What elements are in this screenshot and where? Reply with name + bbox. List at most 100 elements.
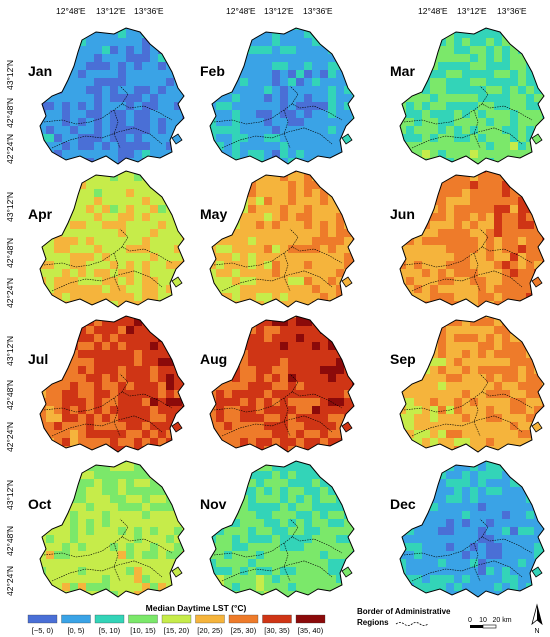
lon-label: 12°48'E	[226, 6, 256, 16]
administrative-border	[113, 109, 121, 149]
month-label: Feb	[200, 63, 225, 79]
lat-label: 42°48'N	[5, 380, 15, 410]
region-outline	[39, 460, 185, 598]
month-map-nov: Nov	[200, 460, 355, 598]
administrative-border	[479, 228, 489, 248]
administrative-border	[51, 270, 163, 292]
legend-class-label: [5, 10)	[99, 626, 121, 635]
administrative-border	[51, 127, 163, 149]
month-map-mar: Mar	[390, 27, 545, 165]
month-map-oct: Oct	[28, 460, 185, 598]
lon-label: 13°12'E	[96, 6, 126, 16]
region-outline	[399, 27, 545, 165]
lat-label: 42°24'N	[5, 134, 15, 164]
administrative-border	[283, 397, 291, 437]
enclave-shape	[341, 566, 353, 578]
month-label: Apr	[28, 206, 53, 222]
lst-grid	[40, 171, 184, 307]
legend-class-label: [35, 40)	[298, 626, 324, 635]
legend-swatch	[295, 614, 326, 624]
administrative-border	[113, 542, 121, 582]
border-legend: Border of Administrative Regions	[357, 607, 451, 627]
administrative-border	[289, 85, 299, 105]
administrative-border	[221, 270, 333, 292]
legend-swatch	[61, 614, 91, 624]
month-label: Jun	[390, 206, 415, 222]
month-label: Sep	[390, 351, 416, 367]
region-outline	[39, 170, 185, 308]
administrative-border	[113, 397, 121, 437]
lon-label: 12°48'E	[56, 6, 86, 16]
region-outline	[399, 315, 545, 453]
administrative-border	[51, 560, 163, 582]
administrative-border	[119, 85, 129, 105]
region-outline	[209, 460, 355, 598]
month-label: Aug	[200, 351, 227, 367]
administrative-border	[119, 518, 129, 538]
legend-swatch	[128, 614, 158, 624]
administrative-border	[289, 373, 299, 393]
region-outline	[399, 170, 545, 308]
region-outline	[209, 27, 355, 165]
month-map-jan: Jan	[28, 27, 185, 165]
legend-swatch	[228, 614, 259, 624]
scale-label-20: 20 km	[492, 617, 511, 624]
month-label: May	[200, 206, 227, 222]
scale-bar: 0 10 20 km	[468, 617, 512, 629]
month-map-jun: Jun	[390, 170, 545, 308]
enclave-shape	[531, 566, 543, 578]
legend-swatch	[27, 614, 58, 624]
administrative-border	[51, 415, 163, 437]
month-map-may: May	[200, 170, 355, 308]
region-outline	[39, 315, 185, 453]
administrative-border	[113, 252, 121, 292]
lat-label: 42°24'N	[5, 422, 15, 452]
administrative-border	[473, 397, 481, 437]
enclave-shape	[531, 276, 543, 288]
month-map-apr: Apr	[28, 170, 185, 308]
administrative-border	[411, 415, 523, 437]
administrative-border	[221, 127, 333, 149]
north-arrow-icon: N	[531, 603, 543, 635]
scale-label-10: 10	[479, 617, 487, 624]
legend-class-label: [0, 5)	[67, 626, 85, 635]
enclave-shape	[531, 421, 543, 433]
border-legend-label-line2: Regions	[357, 618, 389, 627]
month-label: Nov	[200, 496, 227, 512]
month-label: Oct	[28, 496, 52, 512]
scale-label-0: 0	[468, 617, 472, 624]
legend-title: Median Daytime LST (°C)	[146, 603, 247, 613]
north-label: N	[534, 628, 539, 635]
lon-label: 13°12'E	[264, 6, 294, 16]
legend-classes: [−5, 0) [0, 5) [5, 10) [10, 15) [15, 20) [20,…	[27, 614, 326, 635]
administrative-border	[479, 85, 489, 105]
scale-segment	[470, 625, 483, 628]
scale-segment	[482, 624, 497, 629]
administrative-border	[411, 560, 523, 582]
lat-label: 42°48'N	[5, 98, 15, 128]
legend-swatch	[161, 614, 192, 624]
border-legend-line	[395, 622, 429, 626]
monthly-map-panels: Jan Feb Mar Apr May Jun Jul Aug Sep Oct Nov Dec	[28, 27, 545, 598]
administrative-border	[473, 542, 481, 582]
administrative-border	[473, 252, 481, 292]
month-label: Dec	[390, 496, 416, 512]
enclave-shape	[341, 276, 353, 288]
legend: Median Daytime LST (°C) [−5, 0) [0, 5) [5,…	[27, 603, 326, 635]
lst-grid	[400, 28, 544, 164]
administrative-border	[289, 518, 299, 538]
top-longitude-labels: 12°48'E 13°12'E 13°36'E 12°48'E 13°12'E …	[56, 6, 527, 16]
administrative-border	[283, 109, 291, 149]
enclave-shape	[341, 421, 353, 433]
lat-label: 42°48'N	[5, 526, 15, 556]
region-outline	[209, 315, 355, 453]
region-outline	[399, 460, 545, 598]
legend-swatch	[195, 614, 225, 624]
administrative-border	[411, 127, 523, 149]
legend-class-label: [−5, 0)	[32, 626, 54, 635]
enclave-shape	[531, 133, 543, 145]
month-map-feb: Feb	[200, 27, 355, 165]
lat-label: 42°24'N	[5, 278, 15, 308]
legend-class-label: [20, 25)	[197, 626, 223, 635]
